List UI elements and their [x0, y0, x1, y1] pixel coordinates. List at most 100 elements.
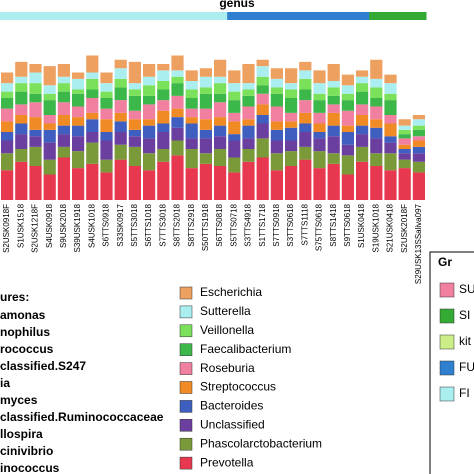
bar-segment [171, 95, 184, 109]
bar-segment [299, 70, 312, 79]
bar-segment [356, 125, 369, 135]
group-strip [255, 12, 271, 20]
bar-segment [412, 119, 425, 126]
bar-segment [398, 149, 411, 154]
bar-segment [313, 112, 326, 124]
bar-segment [185, 117, 198, 124]
group-strip [298, 12, 313, 20]
bar-segment [128, 89, 141, 96]
bar-segment [1, 153, 14, 171]
group-strip [198, 12, 214, 20]
bar-segment [228, 157, 241, 173]
bar-segment [29, 136, 42, 147]
x-tick-label: S3TTS0618 [286, 203, 295, 246]
x-tick-label: S21USK0418 [386, 203, 395, 252]
bar-segment [43, 174, 56, 200]
bar-segment [72, 117, 85, 126]
bar-segment [214, 136, 227, 149]
bar-segment [270, 140, 283, 154]
bar-segment [57, 91, 70, 103]
bar-segment [43, 66, 56, 86]
bar-segment [242, 64, 255, 84]
bar-segment [412, 153, 425, 162]
bar-segment [199, 68, 212, 77]
bar-segment [128, 83, 141, 90]
bar-segment [199, 153, 212, 164]
bar-segment [114, 112, 127, 122]
group-strip [326, 12, 342, 20]
bar-segment [242, 83, 255, 90]
bar-segment [199, 87, 212, 94]
bar-segment [114, 159, 127, 200]
bar-segment [57, 64, 70, 77]
bar-segment [228, 83, 241, 92]
bar-segment [299, 78, 312, 90]
legend-swatch [179, 305, 193, 319]
bar-segment [72, 151, 85, 169]
bar-segment [299, 159, 312, 200]
x-tick-label: S1USK1518 [16, 203, 25, 248]
bar-segment [313, 123, 326, 132]
bar-segment [327, 64, 340, 81]
bar-segment [356, 83, 369, 92]
bar-segment [15, 104, 28, 115]
bar-segment [270, 68, 283, 79]
bar-segment [256, 123, 269, 139]
bar-segment [341, 144, 354, 156]
bar-segment [157, 123, 170, 132]
legend-swatch [179, 286, 193, 300]
bar-segment [157, 70, 170, 81]
bar-segment [285, 112, 298, 122]
bar-segment [270, 78, 283, 88]
bar-segment [185, 149, 198, 169]
feature-legend-label: amonas [0, 308, 46, 322]
x-tick-label: S4USK1018 [87, 203, 96, 248]
bar-segment [341, 132, 354, 145]
bar-segment [72, 72, 85, 79]
bar-segment [29, 117, 42, 130]
bar-segment [341, 93, 354, 101]
bar-segment [157, 81, 170, 90]
bar-segment [171, 108, 184, 118]
bar-segment [341, 155, 354, 175]
bar-segment [384, 123, 397, 137]
bar-segment [86, 55, 99, 73]
bar-segment [256, 93, 269, 105]
bar-segment [1, 121, 14, 132]
bar-segment [114, 78, 127, 88]
legend-label: Bacteroides [200, 399, 263, 413]
bar-segment [285, 121, 298, 128]
bar-segment [270, 87, 283, 94]
x-tick-label: S5TTS3018 [130, 203, 139, 246]
bar-segment [398, 129, 411, 135]
bar-segment [57, 125, 70, 135]
bar-segment [313, 151, 326, 169]
bar-segment [285, 98, 298, 113]
bar-segment [412, 146, 425, 154]
bar-segment [214, 83, 227, 94]
bar-segment [299, 100, 312, 113]
x-tick-label: S5TTS0718 [229, 203, 238, 246]
x-tick-label: S75TTS0618 [315, 203, 324, 251]
bar-segment [228, 70, 241, 84]
bar-segment [398, 144, 411, 149]
bar-segment [1, 170, 14, 200]
bar-segment [285, 151, 298, 166]
bar-segment [43, 93, 56, 101]
bar-segment [384, 74, 397, 84]
bar-segment [143, 104, 156, 120]
bar-segment [128, 146, 141, 166]
bar-segment [171, 155, 184, 200]
bar-segment [185, 138, 198, 149]
bar-segment [57, 134, 70, 147]
bar-segment [57, 146, 70, 158]
legend-swatch [179, 362, 193, 375]
bar-segment [384, 153, 397, 171]
bar-segment [29, 64, 42, 73]
bar-segment [100, 72, 113, 84]
x-tick-label: S9USK2018 [59, 203, 68, 248]
bar-segment [86, 72, 99, 79]
bar-segment [214, 125, 227, 137]
group-strip [42, 12, 58, 20]
